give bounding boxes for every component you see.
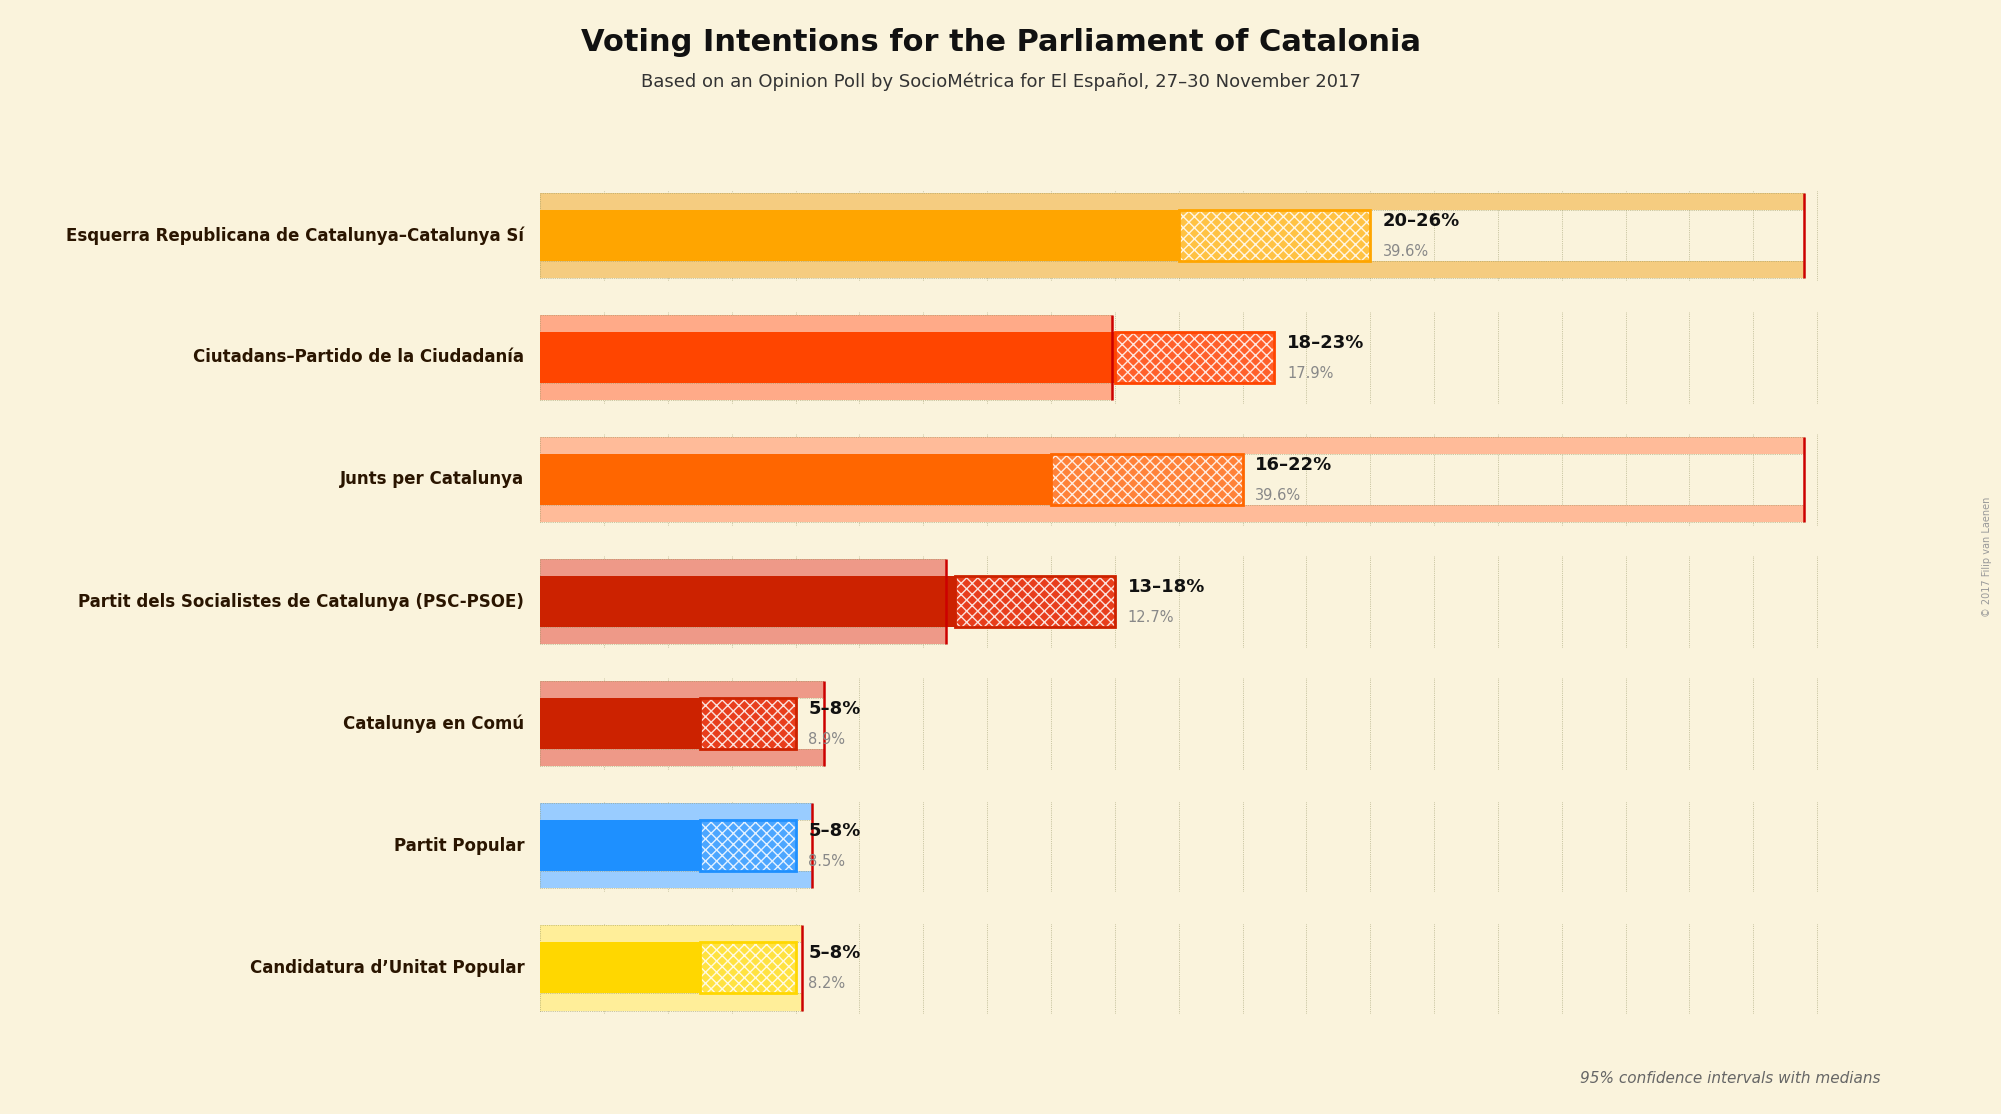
Bar [540, 994, 802, 1010]
Bar [1115, 332, 1275, 383]
Bar [540, 383, 1113, 400]
Text: 8.2%: 8.2% [808, 976, 846, 991]
Bar [540, 925, 802, 942]
Bar [954, 576, 1115, 627]
Bar [540, 925, 802, 942]
Bar [540, 871, 812, 889]
Text: 5–8%: 5–8% [808, 700, 860, 719]
Bar [540, 193, 1805, 209]
Bar [540, 437, 1805, 453]
Text: 5–8%: 5–8% [808, 945, 860, 962]
Bar [700, 698, 796, 750]
Bar [540, 505, 1805, 522]
Bar [540, 750, 824, 766]
Text: © 2017 Filip van Laenen: © 2017 Filip van Laenen [1983, 497, 1991, 617]
Bar [700, 942, 796, 994]
Text: Catalunya en Comú: Catalunya en Comú [344, 714, 524, 733]
Bar [540, 505, 1805, 522]
Bar [540, 820, 700, 871]
Bar [540, 209, 1179, 261]
Bar [540, 750, 824, 766]
Bar [540, 803, 812, 820]
Text: Junts per Catalunya: Junts per Catalunya [340, 470, 524, 488]
Text: 5–8%: 5–8% [808, 822, 860, 840]
Bar [700, 820, 796, 871]
Bar [540, 627, 946, 644]
Text: Partit dels Socialistes de Catalunya (PSC-PSOE): Partit dels Socialistes de Catalunya (PS… [78, 593, 524, 610]
Text: 95% confidence intervals with medians: 95% confidence intervals with medians [1581, 1072, 1881, 1086]
Text: 20–26%: 20–26% [1383, 212, 1461, 229]
Bar [1179, 209, 1371, 261]
Bar [540, 383, 1113, 400]
Bar [540, 576, 954, 627]
Bar [700, 942, 796, 994]
Bar [540, 453, 1051, 505]
Text: 39.6%: 39.6% [1383, 244, 1429, 258]
Bar [540, 994, 802, 1010]
Bar [540, 559, 946, 576]
Bar [700, 698, 796, 750]
Bar [540, 681, 824, 698]
Text: Partit Popular: Partit Popular [394, 837, 524, 854]
Bar [540, 627, 946, 644]
Bar [700, 820, 796, 871]
Bar [700, 820, 796, 871]
Bar [540, 698, 700, 750]
Text: 16–22%: 16–22% [1255, 456, 1333, 473]
Text: Voting Intentions for the Parliament of Catalonia: Voting Intentions for the Parliament of … [580, 28, 1421, 57]
Bar [1179, 209, 1371, 261]
Text: 18–23%: 18–23% [1287, 334, 1365, 352]
Text: 39.6%: 39.6% [1255, 488, 1301, 502]
Bar [540, 193, 1805, 209]
Bar [700, 942, 796, 994]
Text: Esquerra Republicana de Catalunya–Catalunya Sí: Esquerra Republicana de Catalunya–Catalu… [66, 226, 524, 245]
Bar [1051, 453, 1243, 505]
Bar [1115, 332, 1275, 383]
Bar [540, 942, 700, 994]
Bar [540, 261, 1805, 278]
Bar [1179, 209, 1371, 261]
Text: Candidatura d’Unitat Popular: Candidatura d’Unitat Popular [250, 959, 524, 977]
Text: Based on an Opinion Poll by SocioMétrica for El Español, 27–30 November 2017: Based on an Opinion Poll by SocioMétrica… [640, 72, 1361, 91]
Text: 13–18%: 13–18% [1129, 578, 1205, 596]
Text: 17.9%: 17.9% [1287, 365, 1333, 381]
Bar [540, 261, 1805, 278]
Bar [540, 559, 946, 576]
Text: 8.5%: 8.5% [808, 854, 844, 869]
Bar [1051, 453, 1243, 505]
Bar [700, 698, 796, 750]
Bar [540, 314, 1113, 332]
Bar [540, 314, 1113, 332]
Bar [540, 803, 812, 820]
Text: 12.7%: 12.7% [1129, 610, 1175, 625]
Bar [540, 871, 812, 889]
Bar [540, 332, 1115, 383]
Bar [540, 681, 824, 698]
Bar [1115, 332, 1275, 383]
Bar [1051, 453, 1243, 505]
Text: Ciutadans–Partido de la Ciudadanía: Ciutadans–Partido de la Ciudadanía [194, 349, 524, 367]
Bar [954, 576, 1115, 627]
Bar [540, 437, 1805, 453]
Text: 8.9%: 8.9% [808, 732, 844, 747]
Bar [954, 576, 1115, 627]
